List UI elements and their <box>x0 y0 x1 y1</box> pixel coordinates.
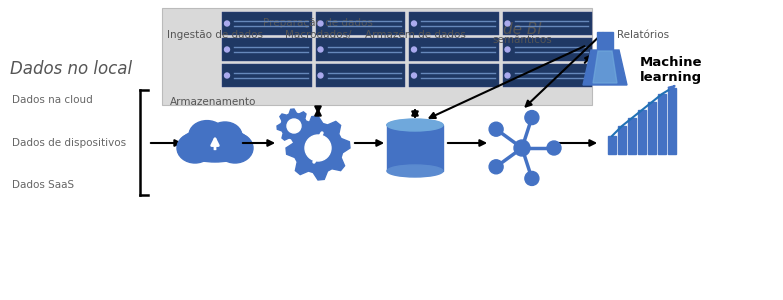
Circle shape <box>318 47 323 52</box>
Polygon shape <box>286 116 350 180</box>
Ellipse shape <box>177 133 213 163</box>
Circle shape <box>287 119 301 133</box>
Text: Dados na cloud: Dados na cloud <box>12 95 92 105</box>
Text: de BI: de BI <box>503 22 541 37</box>
Polygon shape <box>593 51 617 83</box>
Circle shape <box>225 47 229 52</box>
Text: Armazenamento: Armazenamento <box>170 97 256 107</box>
Bar <box>628 118 636 154</box>
Circle shape <box>318 21 323 26</box>
Bar <box>658 94 666 154</box>
Ellipse shape <box>387 120 443 130</box>
Text: semânticos: semânticos <box>493 35 552 45</box>
Ellipse shape <box>217 133 253 163</box>
Circle shape <box>412 21 417 26</box>
Bar <box>387 125 443 171</box>
Ellipse shape <box>189 121 225 149</box>
Circle shape <box>505 21 510 26</box>
Circle shape <box>525 111 539 124</box>
Text: Preparação de dados: Preparação de dados <box>263 18 373 28</box>
Circle shape <box>505 47 510 52</box>
Bar <box>638 110 646 154</box>
Text: Dados no local: Dados no local <box>10 60 132 78</box>
FancyBboxPatch shape <box>409 38 499 61</box>
Text: learning: learning <box>640 70 702 83</box>
Bar <box>608 136 616 154</box>
Polygon shape <box>277 109 311 143</box>
FancyBboxPatch shape <box>503 38 592 61</box>
Bar <box>648 102 656 154</box>
Circle shape <box>547 141 561 155</box>
FancyBboxPatch shape <box>316 12 405 35</box>
Circle shape <box>225 73 229 78</box>
Circle shape <box>318 73 323 78</box>
Circle shape <box>505 73 510 78</box>
Circle shape <box>489 160 503 174</box>
Text: Macrodados/: Macrodados/ <box>285 30 352 40</box>
Ellipse shape <box>387 165 443 177</box>
FancyBboxPatch shape <box>503 12 592 35</box>
Bar <box>618 126 626 154</box>
FancyBboxPatch shape <box>222 12 312 35</box>
FancyBboxPatch shape <box>409 12 499 35</box>
Circle shape <box>305 135 331 161</box>
Ellipse shape <box>208 122 242 150</box>
FancyBboxPatch shape <box>503 64 592 87</box>
Text: Machine: Machine <box>640 56 702 70</box>
Ellipse shape <box>179 128 251 162</box>
FancyBboxPatch shape <box>222 64 312 87</box>
Text: Relatórios: Relatórios <box>617 30 669 40</box>
Bar <box>668 88 676 154</box>
FancyBboxPatch shape <box>222 38 312 61</box>
Circle shape <box>412 47 417 52</box>
FancyBboxPatch shape <box>316 38 405 61</box>
Text: Ingestão de dados: Ingestão de dados <box>167 30 263 40</box>
Circle shape <box>489 122 503 136</box>
Circle shape <box>525 171 539 185</box>
Text: Dados de dispositivos: Dados de dispositivos <box>12 138 126 148</box>
Ellipse shape <box>387 119 443 131</box>
FancyBboxPatch shape <box>316 64 405 87</box>
Circle shape <box>225 21 229 26</box>
Text: Armazém de dados: Armazém de dados <box>365 30 465 40</box>
FancyBboxPatch shape <box>409 64 499 87</box>
FancyBboxPatch shape <box>162 8 592 105</box>
Circle shape <box>412 73 417 78</box>
Text: Dados SaaS: Dados SaaS <box>12 180 74 190</box>
Bar <box>597 32 613 50</box>
Circle shape <box>514 140 530 156</box>
Polygon shape <box>583 50 627 85</box>
